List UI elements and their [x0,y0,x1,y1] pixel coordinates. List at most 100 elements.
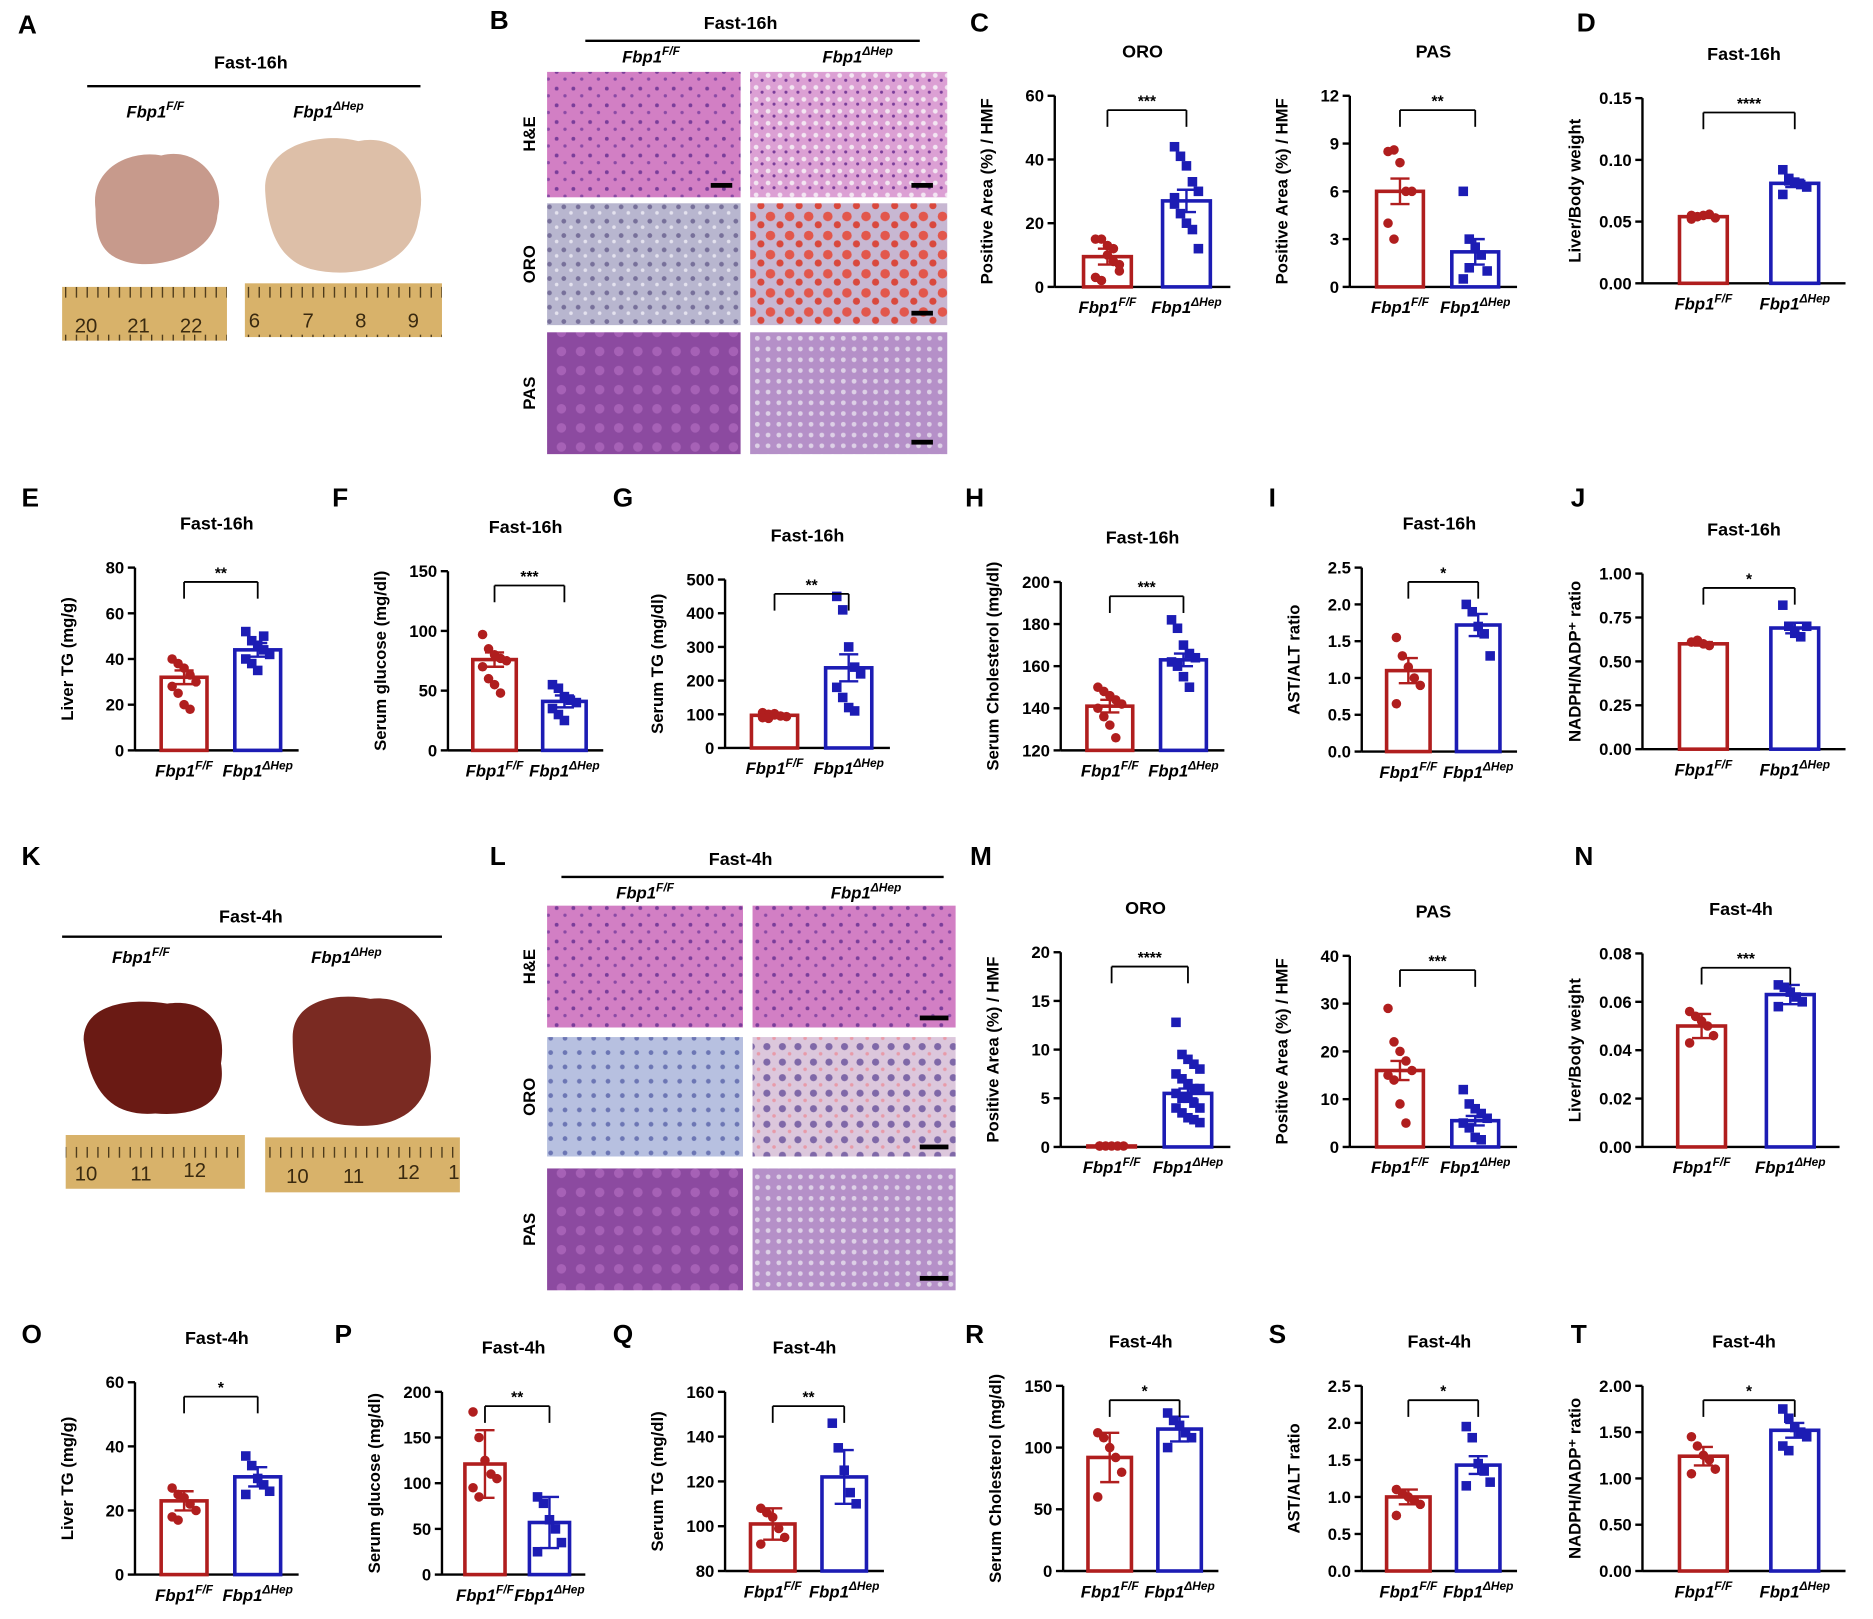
data-point [843,642,854,652]
data-point [483,673,494,684]
data-point [1710,1464,1721,1474]
x-tick-label: Fbp1ΔHep [1443,1579,1514,1601]
liver-photo [94,153,220,265]
bar [1677,642,1730,751]
y-tick-label: 0 [115,1566,124,1585]
ruler-number: 11 [130,1163,151,1185]
data-point [1409,673,1420,683]
data-point [1458,274,1469,284]
category-name: Fbp1 [1674,295,1714,314]
bar [1677,214,1730,286]
data-point [839,1465,850,1475]
data-point [556,1537,567,1548]
data-point [845,1487,855,1498]
category-superscript: ΔHep [1183,1579,1215,1593]
genotype-label: Fbp1F/F [126,99,185,121]
data-point [1708,1030,1719,1041]
chart-title: Fast-4h [185,1328,249,1348]
data-point [1684,1038,1695,1048]
y-tick-label: 140 [686,1428,714,1447]
significance-label: *** [1737,951,1756,968]
panel-b: Fast-16h Fbp1F/F Fbp1ΔHep H&E ORO PAS [520,13,948,455]
y-tick-label: 20 [1031,943,1050,962]
y-tick-label: 0 [1041,1138,1050,1157]
chart-title: Fast-4h [1408,1332,1472,1352]
chart-title: Fast-16h [1106,528,1180,548]
data-point [1395,1099,1405,1109]
category-name: Fbp1 [1443,763,1483,782]
data-point [1789,628,1800,639]
y-tick-label: 2.00 [1599,1377,1632,1396]
scale-bar [919,1144,949,1150]
data-point [1784,1413,1794,1424]
data-point [1096,234,1107,244]
significance-label: *** [1138,94,1157,111]
category-name: Fbp1 [1440,298,1480,317]
category-superscript: ΔHep [1798,291,1830,305]
bar [1675,1024,1728,1149]
data-point [191,1505,201,1516]
category-superscript: F/F [1411,1155,1430,1169]
data-point [1686,1431,1697,1442]
data-point [1175,151,1186,162]
bar-chart: 0 50 100 150 Fast-4h Serum Cholesterol (mg/dl… [986,1332,1219,1601]
genotype-label: Fbp1ΔHep [822,44,893,66]
bar-chart: 0.00 0.02 0.04 0.06 0.08 Fast-4h Liver/Body we… [1565,899,1840,1177]
y-tick-label: 2.5 [1328,559,1351,578]
data-point [1105,720,1115,730]
y-tick-label: 2.0 [1328,1414,1351,1433]
data-point [851,1499,861,1509]
category-superscript: ΔHep [1798,757,1830,771]
y-tick-label: 2.5 [1328,1377,1351,1396]
category-superscript: ΔHep [1479,295,1511,309]
data-point [1464,263,1475,273]
y-tick-label: 400 [686,604,714,623]
data-point [843,702,854,713]
x-tick-label: Fbp1F/F [1674,1579,1733,1601]
data-point [252,1473,263,1484]
data-point [1391,632,1402,643]
y-tick-label: 1.0 [1328,1488,1351,1507]
data-point [1175,208,1186,219]
panel-letter: T [1571,1319,1587,1349]
chart-title: Fast-16h [1707,519,1781,539]
bar-chart: 0.0 0.5 1.0 1.5 2.0 2.5 Fast-4h AST/ALT ratio Fb… [1285,1332,1518,1601]
data-point [1470,242,1481,252]
data-point [489,679,500,690]
y-tick-label: 10 [1320,1090,1339,1109]
data-point [468,1407,478,1417]
data-point [550,1524,561,1534]
data-point [831,591,842,602]
bar [1384,1495,1432,1573]
panel-k: Fast-4h Fbp1F/F Fbp1ΔHep 10 11 12 10 11 … [62,906,460,1193]
y-tick-label: 0.5 [1328,706,1351,725]
category-superscript: ΔHep [553,1583,585,1597]
category-superscript: F/F [1123,1155,1142,1169]
x-tick-label: Fbp1F/F [155,1583,214,1605]
data-point [240,626,251,637]
y-tick-label: 50 [1034,1500,1053,1519]
panel-letter: J [1571,483,1586,513]
category-superscript: ΔHep [1482,1579,1514,1593]
y-tick-label: 140 [1022,699,1050,718]
data-point [1702,1021,1713,1031]
category-name: Fbp1 [1440,1158,1480,1177]
x-tick-label: Fbp1F/F [744,1579,803,1601]
histology-image [752,905,956,1028]
histology-image [547,1037,743,1157]
data-point [185,1499,195,1509]
data-point [571,697,582,708]
significance-label: *** [1429,954,1448,971]
data-point [477,629,488,640]
panel-letter: C [970,7,989,37]
y-axis-label: Serum TG (mg/dl) [648,1411,667,1551]
data-point [781,711,792,722]
y-axis-label: Serum Cholesterol (mg/dl) [984,562,1003,771]
liver-photo [292,996,431,1126]
data-point [1467,606,1478,617]
data-point [1118,1141,1129,1151]
bar-chart: 0 50 100 150 200 Fast-4h Serum glucose (mg/dl)… [365,1338,586,1605]
data-point [1383,1003,1393,1014]
x-tick-label: Fbp1F/F [466,758,525,780]
data-point [474,1492,484,1502]
